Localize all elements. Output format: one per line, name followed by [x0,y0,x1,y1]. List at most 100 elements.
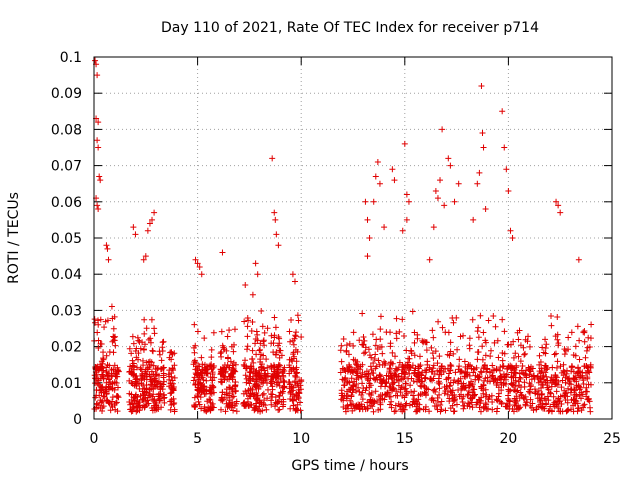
data-point [568,406,575,413]
data-point [456,363,463,370]
data-point [254,271,261,278]
data-point [547,377,554,384]
data-point [218,406,225,413]
data-point [253,389,260,396]
data-point [350,356,357,363]
data-point [133,403,140,410]
grid [94,57,612,419]
data-point [457,333,464,340]
data-point [428,368,435,375]
data-point [550,393,557,400]
data-point [517,358,524,365]
data-point [340,336,347,343]
data-point [516,327,523,334]
data-point [431,371,438,378]
data-point [471,386,478,393]
data-point [562,390,569,397]
data-point [207,363,214,370]
data-point [485,317,492,324]
data-point [290,351,297,358]
data-point [137,366,144,373]
data-point [399,403,406,410]
data-point [218,376,225,383]
data-point [535,379,542,386]
data-point [450,350,457,357]
data-point [358,392,365,399]
data-point [482,386,489,393]
data-point [411,369,418,376]
data-point [386,401,393,408]
data-point [460,380,467,387]
data-point [411,339,418,346]
data-point [396,328,403,335]
data-point [435,318,442,325]
x-axis-label: GPS time / hours [291,458,408,474]
data-point [584,344,591,351]
data-point [295,317,302,324]
data-point [143,373,150,380]
data-point [191,357,198,364]
data-point [223,347,230,354]
data-point [543,366,550,373]
data-point [455,387,462,394]
data-point [576,383,583,390]
data-point [465,400,472,407]
data-point [109,338,116,345]
data-point [402,380,409,387]
data-point [442,365,449,372]
data-point [296,389,303,396]
data-point [99,408,106,415]
data-point [359,396,366,403]
data-point [268,401,275,408]
data-point [455,180,462,187]
data-point [439,126,446,133]
data-point [501,328,508,335]
data-point [224,355,231,362]
data-point [480,381,487,388]
data-point [564,407,571,414]
data-point [586,398,593,405]
data-point [515,336,522,343]
data-point [169,380,176,387]
data-point [99,398,106,405]
data-point [171,374,178,381]
data-point [518,391,525,398]
data-point [289,271,296,278]
data-point [275,242,282,249]
data-point [510,408,517,415]
data-point [294,312,301,319]
data-point [193,371,200,378]
y-tick-label: 0 [73,412,82,428]
data-point [141,316,148,323]
data-point [489,398,496,405]
data-point [576,374,583,381]
data-point [293,358,300,365]
data-point [554,398,561,405]
data-point [242,282,249,289]
data-point [474,349,481,356]
data-point [552,350,559,357]
data-point [275,406,282,413]
data-point [409,362,416,369]
data-point [146,220,153,227]
data-point [227,358,234,365]
data-point [540,405,547,412]
data-point [364,253,371,260]
data-point [466,403,473,410]
data-point [477,312,484,319]
data-point [291,278,298,285]
data-point [243,390,250,397]
data-point [129,400,136,407]
data-point [105,375,112,382]
data-point [381,224,388,231]
data-point [466,335,473,342]
data-point [444,351,451,358]
data-point [287,405,294,412]
data-point [475,396,482,403]
data-point [268,332,275,339]
data-point [508,381,515,388]
data-point [377,376,384,383]
data-point [115,394,122,401]
data-point [437,402,444,409]
x-tick-label: 0 [90,431,99,447]
